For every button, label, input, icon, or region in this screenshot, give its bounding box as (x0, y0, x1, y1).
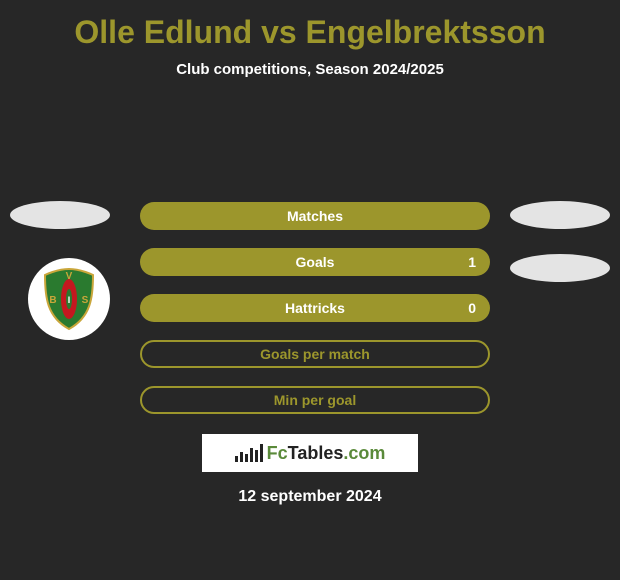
bar-goals: Goals 1 (140, 248, 490, 276)
bar-goals-per-match: Goals per match (140, 340, 490, 368)
bar-label: Hattricks (285, 300, 345, 316)
bar-matches: Matches (140, 202, 490, 230)
page-title: Olle Edlund vs Engelbrektsson (0, 0, 620, 51)
player-right-oval-1 (510, 201, 610, 229)
bar-label: Matches (287, 208, 343, 224)
page-subtitle: Club competitions, Season 2024/2025 (0, 61, 620, 78)
club-badge: V B S I (28, 258, 110, 340)
bar-icon-col (245, 454, 248, 462)
svg-text:I: I (68, 295, 71, 305)
bar-icon-col (235, 456, 238, 462)
bar-label: Goals (296, 254, 335, 270)
bars-icon (235, 444, 263, 462)
logo-text-fc: Fc (267, 443, 288, 463)
bar-label: Goals per match (260, 346, 370, 362)
bar-icon-col (240, 452, 243, 462)
logo-text: FcTables.com (267, 443, 386, 464)
player-left-oval (10, 201, 110, 229)
logo-text-dotcom: .com (343, 443, 385, 463)
bar-right-value: 0 (468, 300, 476, 316)
svg-text:B: B (49, 295, 56, 306)
bar-icon-col (260, 444, 263, 462)
svg-text:V: V (66, 271, 73, 282)
bar-icon-col (250, 448, 253, 462)
bar-label: Min per goal (274, 392, 356, 408)
fctables-logo: FcTables.com (202, 434, 418, 472)
stat-bars: Matches Goals 1 Hattricks 0 Goals per ma… (140, 202, 490, 432)
bar-right-value: 1 (468, 254, 476, 270)
bar-hattricks: Hattricks 0 (140, 294, 490, 322)
bar-min-per-goal: Min per goal (140, 386, 490, 414)
logo-text-tables: Tables (288, 443, 344, 463)
bar-icon-col (255, 450, 258, 462)
shield-icon: V B S I (41, 267, 97, 331)
svg-text:S: S (82, 295, 89, 306)
player-right-oval-2 (510, 254, 610, 282)
footer-date: 12 september 2024 (0, 488, 620, 506)
